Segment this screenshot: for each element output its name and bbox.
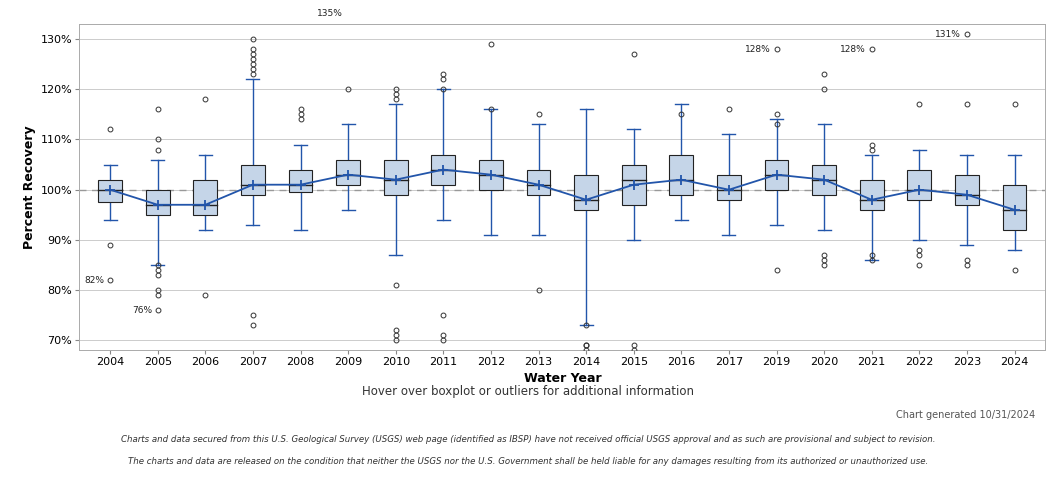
X-axis label: Water Year: Water Year bbox=[524, 372, 601, 384]
Bar bbox=[527, 169, 550, 195]
Text: 135%: 135% bbox=[317, 10, 342, 18]
Bar bbox=[146, 190, 170, 215]
Bar bbox=[1002, 185, 1026, 230]
Text: The charts and data are released on the condition that neither the USGS nor the : The charts and data are released on the … bbox=[128, 457, 928, 466]
Bar bbox=[955, 175, 979, 205]
Bar bbox=[336, 159, 360, 185]
Bar bbox=[193, 180, 218, 215]
Bar bbox=[717, 175, 741, 200]
Text: 131%: 131% bbox=[936, 30, 961, 38]
Bar bbox=[860, 180, 884, 210]
Bar bbox=[812, 165, 836, 195]
Bar bbox=[670, 155, 693, 195]
Bar bbox=[98, 180, 122, 202]
Bar bbox=[622, 165, 645, 205]
Bar bbox=[574, 175, 598, 210]
Bar bbox=[479, 159, 503, 190]
Bar bbox=[241, 165, 265, 195]
Text: 128%: 128% bbox=[841, 45, 866, 54]
Bar bbox=[288, 169, 313, 192]
Text: Chart generated 10/31/2024: Chart generated 10/31/2024 bbox=[895, 410, 1035, 420]
Text: 128%: 128% bbox=[746, 45, 771, 54]
Text: Hover over boxplot or outliers for additional information: Hover over boxplot or outliers for addit… bbox=[362, 384, 694, 398]
Bar bbox=[907, 169, 931, 200]
Bar bbox=[432, 155, 455, 185]
Bar bbox=[383, 159, 408, 195]
Bar bbox=[765, 159, 789, 190]
Text: 76%: 76% bbox=[132, 306, 152, 315]
Text: 82%: 82% bbox=[84, 276, 105, 285]
Text: Charts and data secured from this U.S. Geological Survey (USGS) web page (identi: Charts and data secured from this U.S. G… bbox=[120, 435, 936, 444]
Y-axis label: Percent Recovery: Percent Recovery bbox=[23, 125, 36, 249]
